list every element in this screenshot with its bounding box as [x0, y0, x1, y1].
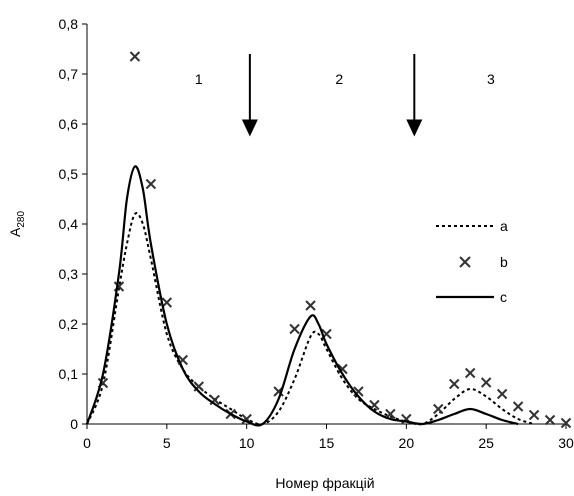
section-label: 1 [195, 71, 203, 87]
series-layer [85, 51, 572, 429]
y-tick-label: 0,3 [59, 266, 79, 282]
y-tick-label: 0,4 [59, 216, 79, 232]
y-tick-label: 0,7 [59, 66, 79, 82]
series-b-point [512, 401, 524, 412]
legend-marker-b [459, 256, 471, 268]
legend-item-b: b [459, 254, 508, 270]
section-label: 2 [335, 71, 343, 87]
y-tick-label: 0,2 [59, 316, 79, 332]
series-b-point [161, 297, 173, 308]
y-tick-label: 0,6 [59, 116, 79, 132]
x-tick-label: 25 [478, 435, 494, 451]
section-label: 3 [487, 71, 495, 87]
series-b-point [305, 300, 316, 311]
annotation-layer: 1 2 3 [195, 54, 495, 137]
y-axis-title-main: A [7, 227, 23, 237]
series-b-point [289, 323, 300, 335]
series-c-line [85, 165, 519, 427]
series-b-point [544, 414, 556, 426]
y-axis-title: A280 [7, 211, 27, 237]
series-b-point [433, 403, 444, 415]
x-tick-label: 0 [83, 435, 91, 451]
axes: 0 0,1 0,2 0,3 0,4 0,5 0,6 0,7 0,8 0 5 10 15 20 25 30 [59, 16, 574, 451]
legend-label-a: a [500, 218, 508, 234]
fraction-divider-arrow [241, 54, 258, 137]
series-b-point [496, 388, 508, 400]
series-b-point [337, 363, 348, 375]
x-tick-label: 20 [399, 435, 415, 451]
x-tick-label: 5 [163, 435, 171, 451]
y-axis-title-sub: 280 [16, 211, 27, 228]
legend-item-a: a [436, 218, 508, 234]
fraction-divider-arrow [406, 54, 423, 137]
legend-label-c: c [500, 289, 507, 305]
x-tick-label: 15 [319, 435, 335, 451]
x-axis-title: Номер фракцій [275, 475, 374, 491]
series-b-point [528, 409, 540, 421]
series-b-point [145, 178, 157, 190]
series-a-line [86, 212, 535, 426]
series-b-point [480, 377, 492, 388]
y-tick-label: 0,8 [59, 16, 79, 32]
series-b-point [560, 417, 572, 429]
legend: a b c [436, 218, 508, 305]
x-tick-label: 30 [558, 435, 574, 451]
y-tick-label: 0,1 [59, 366, 79, 382]
x-tick-label: 10 [239, 435, 255, 451]
series-b-point [129, 51, 141, 62]
y-tick-label: 0 [70, 416, 78, 432]
legend-label-b: b [500, 254, 508, 270]
y-tick-label: 0,5 [59, 166, 79, 182]
series-b-point [449, 378, 460, 390]
series-b-point [464, 367, 476, 379]
legend-item-c: c [436, 289, 507, 305]
